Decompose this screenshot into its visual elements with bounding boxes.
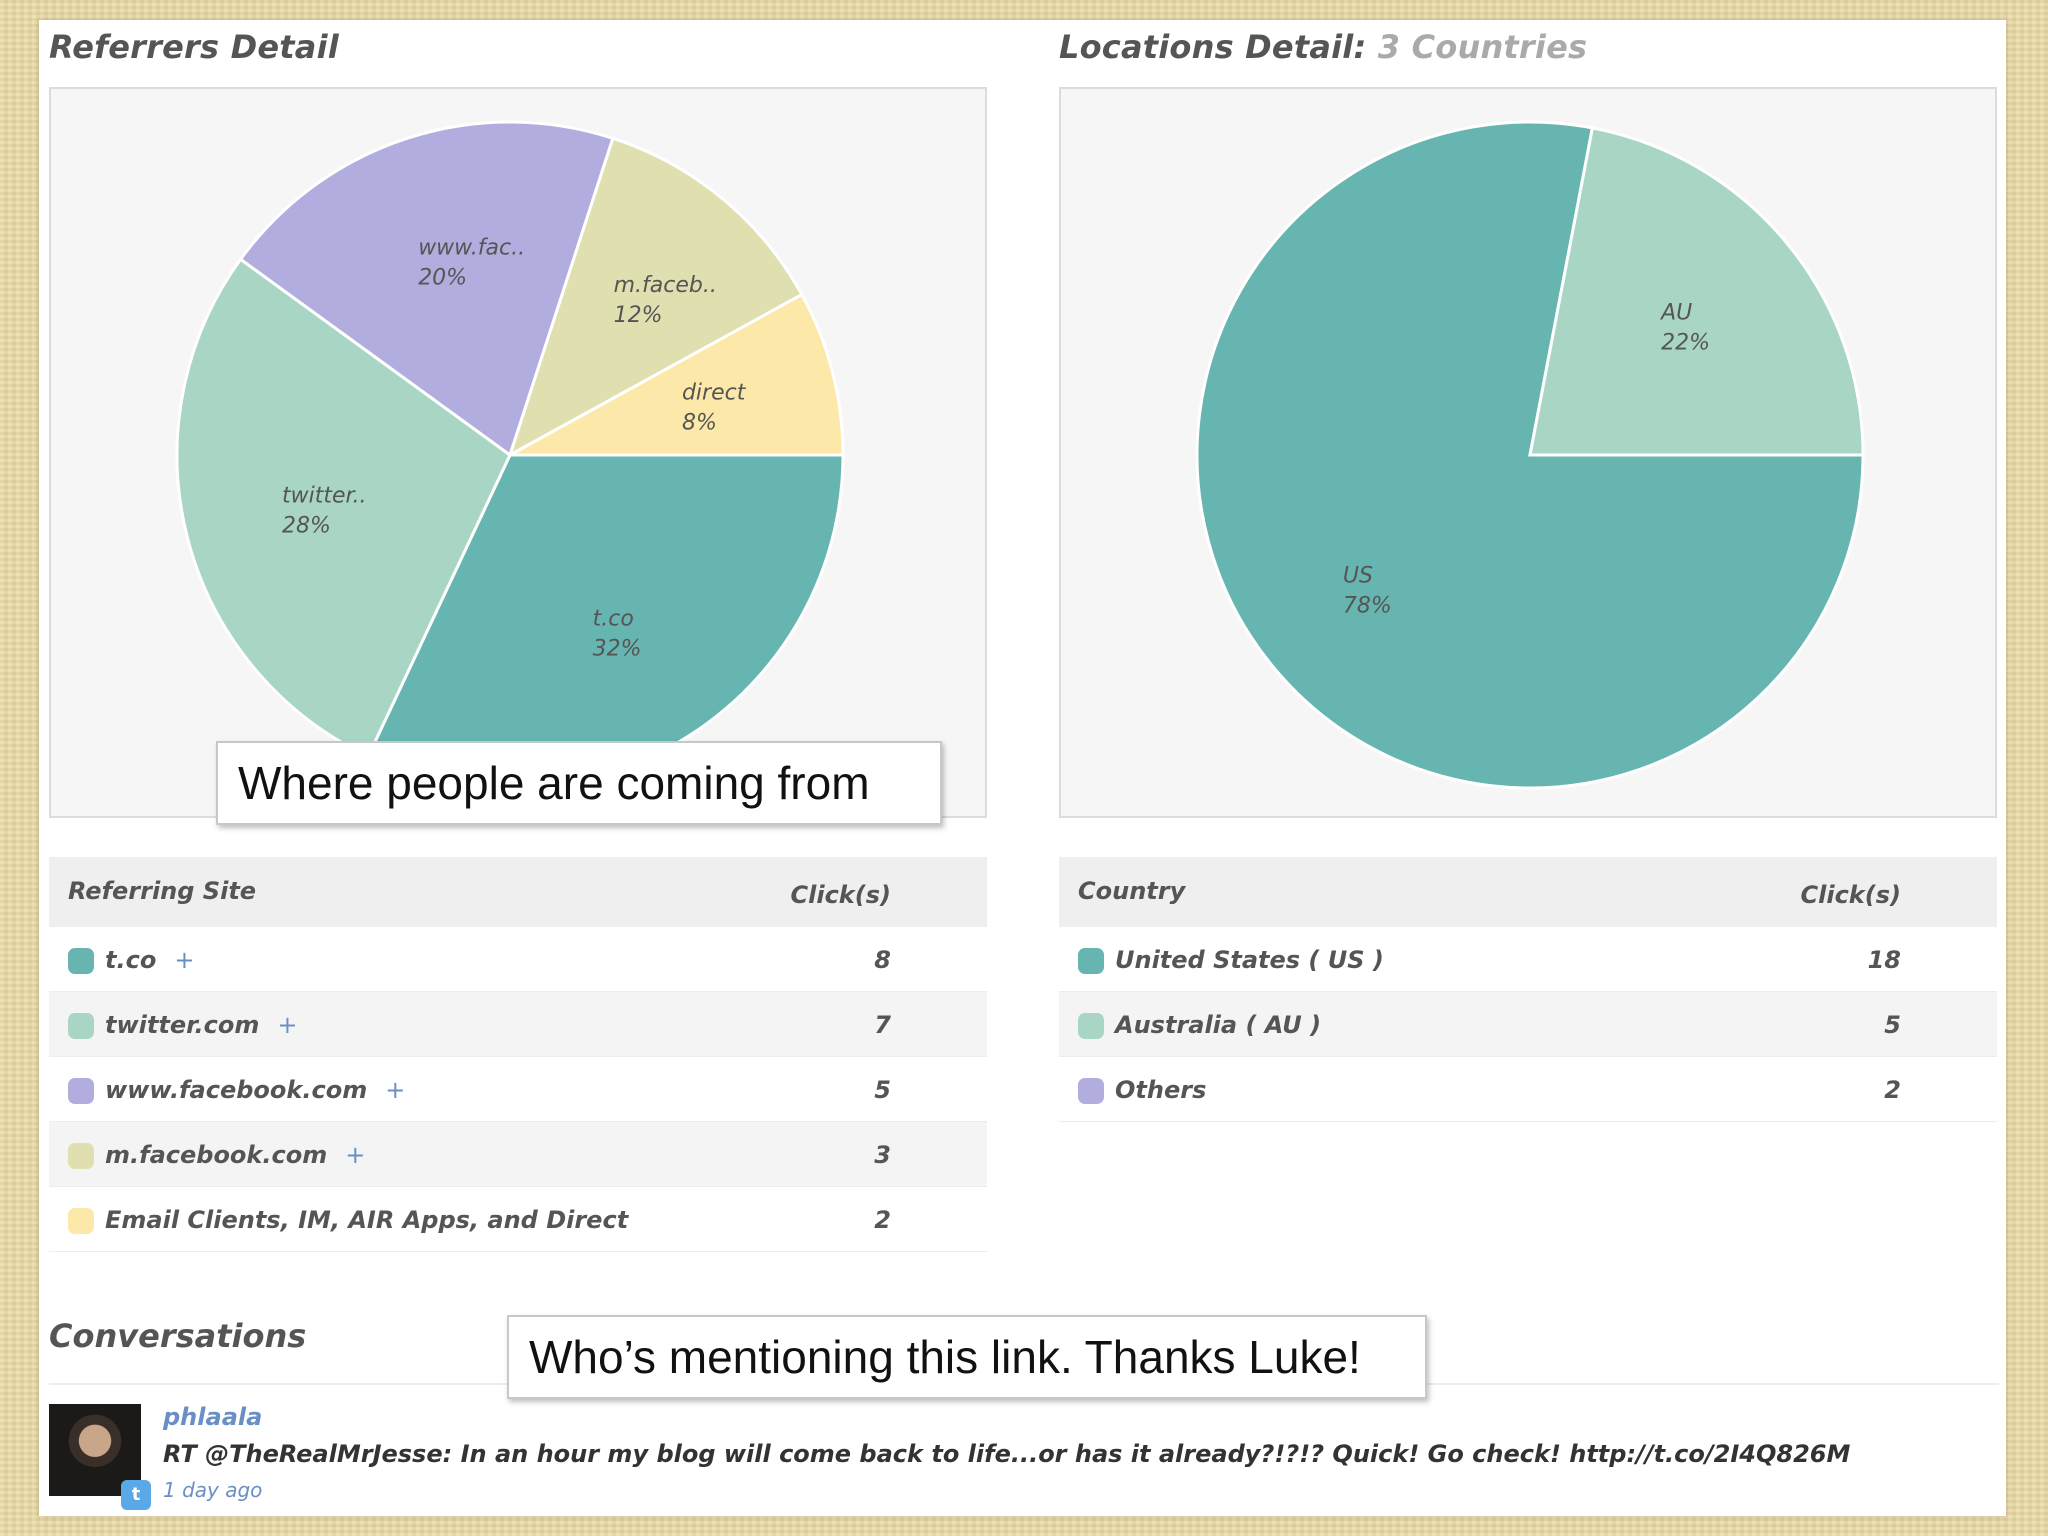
row-label: Email Clients, IM, AIR Apps, and Direct	[105, 1206, 628, 1234]
analytics-sheet: Referrers Detail t.co 32% twitter.. 28% www.…	[39, 20, 2006, 1516]
country-header[interactable]: Country	[1078, 877, 1186, 905]
table-row: www.facebook.com +5	[49, 1057, 987, 1122]
conversation-timestamp[interactable]: 1 day ago	[163, 1478, 263, 1502]
referrers-title: Referrers Detail	[49, 28, 339, 66]
referrers-table: Referring Site Click(s) t.co +8 twitter.co…	[49, 857, 987, 1252]
clicks-header[interactable]: Click(s)	[790, 881, 891, 909]
pie-slice-percent: 20%	[418, 266, 467, 291]
legend-swatch	[1078, 1078, 1104, 1104]
referrers-pie-chart: t.co 32% twitter.. 28% www.fac.. 20% m.faceb..…	[49, 87, 987, 818]
pie-slice-label: t.co	[593, 606, 634, 631]
row-label: m.facebook.com +	[105, 1141, 365, 1169]
expand-plus-icon[interactable]: +	[345, 1141, 366, 1169]
row-label: Others	[1115, 1076, 1206, 1104]
row-clicks: 2	[874, 1206, 891, 1234]
legend-swatch	[1078, 1013, 1104, 1039]
row-label: www.facebook.com +	[105, 1076, 405, 1104]
row-clicks: 5	[874, 1076, 891, 1104]
expand-plus-icon[interactable]: +	[277, 1011, 298, 1039]
row-clicks: 3	[874, 1141, 891, 1169]
row-label-text: t.co	[105, 946, 157, 974]
row-label-text: Others	[1115, 1076, 1207, 1104]
row-label: Australia ( AU )	[1115, 1011, 1321, 1039]
row-label-text: www.facebook.com	[105, 1076, 368, 1104]
twitter-bird-icon: t	[121, 1480, 151, 1510]
pie-slice-percent: 28%	[282, 513, 331, 538]
legend-swatch	[68, 1013, 94, 1039]
table-row: Australia ( AU ) 5	[1059, 992, 1997, 1057]
table-row: t.co +8	[49, 927, 987, 992]
referring-site-header[interactable]: Referring Site	[68, 877, 257, 905]
pie-slice-label: m.faceb..	[614, 273, 717, 298]
expand-plus-icon[interactable]: +	[174, 946, 195, 974]
table-row: Email Clients, IM, AIR Apps, and Direct 2	[49, 1187, 987, 1252]
locations-count: 3 Countries	[1377, 28, 1588, 66]
referrers-table-header: Referring Site Click(s)	[49, 857, 987, 927]
table-row: United States ( US ) 18	[1059, 927, 1997, 992]
legend-swatch	[68, 1143, 94, 1169]
pie-slice-label: www.fac..	[418, 236, 525, 261]
row-clicks: 8	[874, 946, 891, 974]
row-clicks: 5	[1884, 1011, 1901, 1039]
pie-slice-label: AU	[1659, 300, 1692, 325]
locations-pie-chart: US 78% AU 22%	[1059, 87, 1997, 818]
pie-slice-label: direct	[682, 381, 747, 406]
pie-slice-percent: 8%	[682, 411, 717, 436]
legend-swatch	[68, 1078, 94, 1104]
row-label-text: Australia ( AU )	[1115, 1011, 1322, 1039]
pie-slice-direct[interactable]	[509, 292, 845, 457]
conversation-user-link[interactable]: phlaala	[163, 1403, 263, 1431]
pie-slice-label: twitter..	[282, 483, 367, 508]
row-clicks: 7	[874, 1011, 891, 1039]
expand-plus-icon[interactable]: +	[385, 1076, 406, 1104]
row-label: United States ( US )	[1115, 946, 1384, 974]
row-label-text: twitter.com	[105, 1011, 260, 1039]
pie-slice-mfaceb[interactable]	[507, 136, 804, 459]
pie-slice-wwwfac[interactable]	[238, 120, 615, 458]
row-clicks: 18	[1867, 946, 1901, 974]
conversation-text: RT @TheRealMrJesse: In an hour my blog w…	[163, 1440, 1851, 1468]
legend-swatch	[68, 948, 94, 974]
pie-slice-au[interactable]	[1528, 126, 1865, 457]
row-clicks: 2	[1884, 1076, 1901, 1104]
table-row: Others 2	[1059, 1057, 1997, 1122]
table-row: twitter.com +7	[49, 992, 987, 1057]
pie-slice-label: US	[1343, 564, 1373, 589]
pie-slice-us[interactable]	[1195, 120, 1865, 790]
row-label-text: United States ( US )	[1115, 946, 1384, 974]
locations-pie-svg: US 78% AU 22%	[1195, 120, 1865, 790]
pie-slice-percent: 12%	[614, 303, 663, 328]
legend-swatch	[1078, 948, 1104, 974]
legend-swatch	[68, 1208, 94, 1234]
callout-conversations: Who’s mentioning this link. Thanks Luke!	[507, 1315, 1427, 1399]
row-label: twitter.com +	[105, 1011, 297, 1039]
locations-table-header: Country Click(s)	[1059, 857, 1997, 927]
pie-slice-percent: 22%	[1661, 330, 1710, 355]
locations-title: Locations Detail: 3 Countries	[1059, 28, 1588, 66]
pie-slice-percent: 78%	[1343, 594, 1392, 619]
row-label: t.co +	[105, 946, 194, 974]
pie-slice-percent: 32%	[593, 636, 642, 661]
clicks-header[interactable]: Click(s)	[1800, 881, 1901, 909]
locations-table: Country Click(s) United States ( US ) 18 A…	[1059, 857, 1997, 1122]
row-label-text: Email Clients, IM, AIR Apps, and Direct	[105, 1206, 629, 1234]
table-row: m.facebook.com +3	[49, 1122, 987, 1187]
pie-slice-twitter[interactable]	[175, 257, 512, 759]
callout-referrers: Where people are coming from	[216, 741, 942, 825]
row-label-text: m.facebook.com	[105, 1141, 328, 1169]
conversations-title: Conversations	[49, 1317, 307, 1355]
referrers-pie-svg: t.co 32% twitter.. 28% www.fac.. 20% m.faceb..…	[175, 120, 845, 790]
